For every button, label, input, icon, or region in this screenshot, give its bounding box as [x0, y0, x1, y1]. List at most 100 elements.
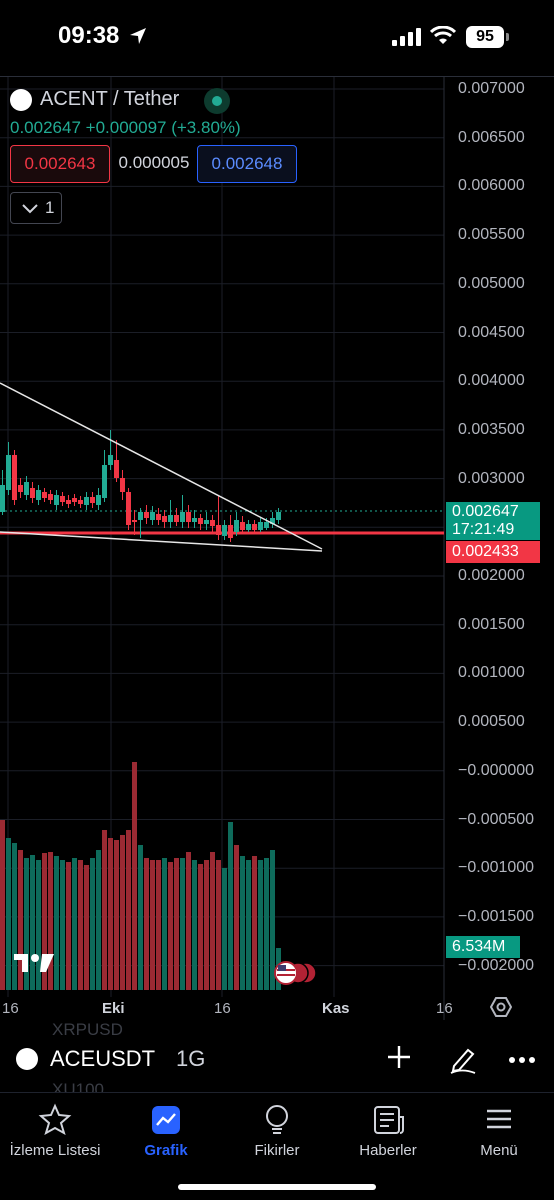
candle-body	[222, 525, 227, 536]
price-axis-label: 0.006000	[458, 177, 525, 195]
volume-bar	[186, 852, 191, 990]
trend-line-upper	[0, 382, 323, 550]
volume-bar	[198, 864, 203, 990]
interval-selector[interactable]: 1G	[176, 1046, 206, 1071]
candle-body	[18, 485, 23, 492]
current-price-tag: 0.002647 17:21:49	[446, 502, 540, 540]
chevron-down-icon	[22, 203, 38, 213]
price-axis-label: −0.001000	[458, 859, 535, 877]
candle-body	[48, 494, 53, 500]
sell-button[interactable]: 0.002643	[10, 145, 110, 183]
tradingview-logo-icon[interactable]	[14, 952, 56, 974]
buy-button[interactable]: 0.002648	[197, 145, 297, 183]
volume-bar	[210, 852, 215, 990]
chart-canvas[interactable]	[0, 77, 554, 1020]
location-arrow-icon	[130, 28, 146, 44]
volume-bar	[90, 858, 95, 990]
ace-logo-icon	[10, 88, 32, 111]
chart-settings-icon[interactable]	[490, 996, 512, 1018]
last-price: 0.002647	[10, 118, 81, 137]
tab-ideas[interactable]: Fikirler	[222, 1101, 332, 1171]
volume-bar	[228, 822, 233, 990]
candle-body	[126, 492, 131, 525]
candle-body	[210, 520, 215, 526]
candle-body	[66, 500, 71, 504]
price-axis-label: −0.002000	[458, 956, 535, 974]
volume-bar	[108, 838, 113, 990]
volume-bar	[24, 858, 29, 990]
candle-body	[180, 512, 185, 522]
candle-body	[270, 518, 275, 524]
star-icon	[38, 1103, 72, 1135]
price-axis-label: 0.004000	[458, 372, 525, 390]
pencil-icon[interactable]	[448, 1044, 478, 1074]
candle-body	[24, 482, 29, 495]
symbol-selector[interactable]: ACEUSDT	[50, 1046, 156, 1071]
volume-bar	[54, 856, 59, 990]
volume-bar	[42, 853, 47, 990]
pair-title[interactable]: ACENT / Tether	[10, 88, 179, 111]
candle-body	[252, 524, 257, 530]
divider	[0, 76, 554, 77]
candle-body	[198, 518, 203, 524]
price-chart[interactable]	[0, 77, 554, 1020]
menu-icon	[487, 1109, 511, 1129]
volume-bar	[234, 845, 239, 990]
indicators-toggle[interactable]: 1	[10, 192, 62, 224]
status-bar: 09:38 95	[0, 0, 554, 76]
candle-body	[6, 455, 11, 490]
volume-bar	[66, 862, 71, 990]
volume-bar	[162, 858, 167, 990]
candle-body	[156, 514, 161, 520]
volume-bar	[258, 860, 263, 990]
volume-bar	[240, 856, 245, 990]
candle-body	[30, 488, 35, 498]
market-status-icon[interactable]	[204, 88, 230, 114]
more-icon[interactable]	[508, 1056, 536, 1064]
tab-news[interactable]: Haberler	[333, 1101, 443, 1171]
volume-bar	[18, 850, 23, 990]
volume-bar	[12, 843, 17, 990]
candle-body	[12, 455, 17, 500]
price-axis-label: 0.004500	[458, 323, 525, 341]
candle-body	[264, 522, 269, 528]
divider	[0, 1092, 554, 1093]
date-label: Kas	[322, 1000, 350, 1017]
volume-bar	[72, 858, 77, 990]
volume-bar	[102, 830, 107, 990]
volume-bar	[84, 865, 89, 990]
price-axis-label: −0.000500	[458, 810, 535, 828]
volume-bar	[138, 845, 143, 990]
plus-icon[interactable]	[386, 1044, 412, 1070]
volume-bar	[264, 858, 269, 990]
volume-bar	[0, 820, 5, 990]
volume-bar	[6, 838, 11, 990]
ace-logo-icon[interactable]	[16, 1048, 38, 1070]
volume-bar	[192, 860, 197, 990]
candle-body	[276, 512, 281, 520]
volume-bar	[144, 858, 149, 990]
price-axis-label: −0.000000	[458, 761, 535, 779]
candle-body	[186, 512, 191, 522]
candle-body	[174, 515, 179, 522]
news-icon	[374, 1106, 404, 1134]
ghost-symbol: XRPUSD	[52, 1020, 123, 1039]
candle-body	[132, 520, 137, 522]
tab-menu[interactable]: Menü	[444, 1101, 554, 1171]
wifi-icon	[430, 26, 456, 44]
price-axis-label: 0.001500	[458, 615, 525, 633]
volume-bar	[78, 860, 83, 990]
tab-chart[interactable]: Grafik	[111, 1101, 221, 1171]
tab-watchlist[interactable]: İzleme Listesi	[0, 1101, 110, 1171]
chart-toolbar: ACEUSDT 1G	[0, 1030, 554, 1090]
volume-bar	[132, 762, 137, 990]
candle-body	[90, 497, 95, 503]
price-change: +0.000097	[85, 118, 167, 137]
volume-bar	[156, 860, 161, 990]
price-axis-label: 0.002000	[458, 567, 525, 584]
date-label: Eki	[102, 1000, 125, 1017]
pair-name: ACENT / Tether	[40, 88, 180, 110]
price-axis-label: 0.006500	[458, 128, 525, 146]
volume-bar	[174, 858, 179, 990]
economic-events-icon[interactable]	[274, 960, 316, 986]
